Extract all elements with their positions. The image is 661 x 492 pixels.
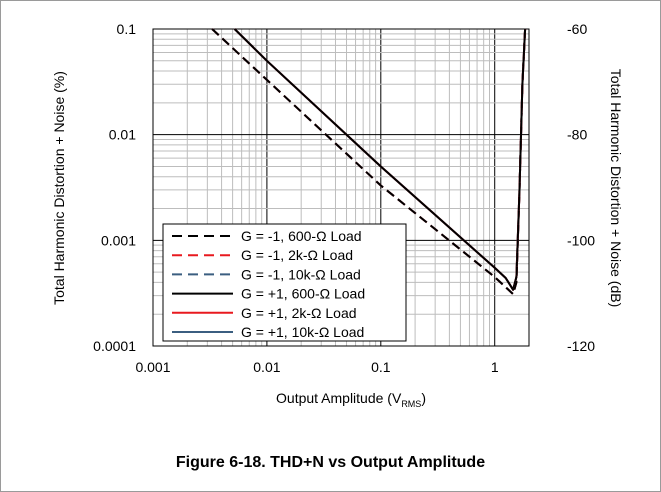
x-tick-label: 0.001	[135, 359, 170, 375]
legend-label: G = +1, 2k-Ω Load	[241, 305, 357, 321]
y2-tick-label: -120	[567, 338, 595, 354]
y-tick-label: 0.1	[117, 21, 137, 37]
y-tick-label: 0.001	[101, 232, 136, 248]
y2-tick-label: -100	[567, 232, 595, 248]
tick-labels: 0.001 0.01 0.1 1 0.0001 0.001 0.01 0.1 -120 -100 -…	[93, 21, 595, 375]
y-tick-label: 0.0001	[93, 338, 136, 354]
legend-label: G = -1, 10k-Ω Load	[241, 266, 361, 282]
legend-label: G = -1, 2k-Ω Load	[241, 247, 353, 263]
x-axis-title-sub: RMS	[401, 399, 421, 409]
series-line	[211, 28, 527, 296]
x-axis-title-end: )	[421, 390, 426, 406]
x-tick-label: 1	[491, 359, 499, 375]
x-tick-label: 0.01	[253, 359, 280, 375]
figure-caption: Figure 6-18. THD+N vs Output Amplitude	[175, 454, 486, 471]
x-axis-title: Output Amplitude (VRMS)	[276, 390, 426, 409]
x-axis-title-main: Output Amplitude (V	[276, 390, 402, 406]
legend-box	[162, 223, 407, 342]
y2-tick-label: -80	[567, 127, 587, 143]
legend-label: G = -1, 600-Ω Load	[241, 228, 362, 244]
plot-border	[152, 28, 530, 347]
x-tick-label: 0.1	[371, 359, 391, 375]
legend-label: G = +1, 10k-Ω Load	[241, 324, 364, 340]
thdn-chart: 0.001 0.01 0.1 1 0.0001 0.001 0.01 0.1 -120 -100 -…	[51, 21, 624, 409]
series-layer	[211, 28, 527, 296]
y-tick-label: 0.01	[109, 127, 136, 143]
legend-label: G = +1, 600-Ω Load	[241, 286, 365, 302]
series-line	[233, 28, 527, 291]
y2-axis-title: Total Harmonic Distortion + Noise (dB)	[608, 69, 624, 307]
y2-tick-label: -60	[567, 21, 587, 37]
legend: G = -1, 600-Ω Load G = -1, 2k-Ω Load G = -…	[162, 223, 407, 342]
y-axis-title: Total Harmonic Distortion + Noise (%)	[51, 71, 67, 305]
